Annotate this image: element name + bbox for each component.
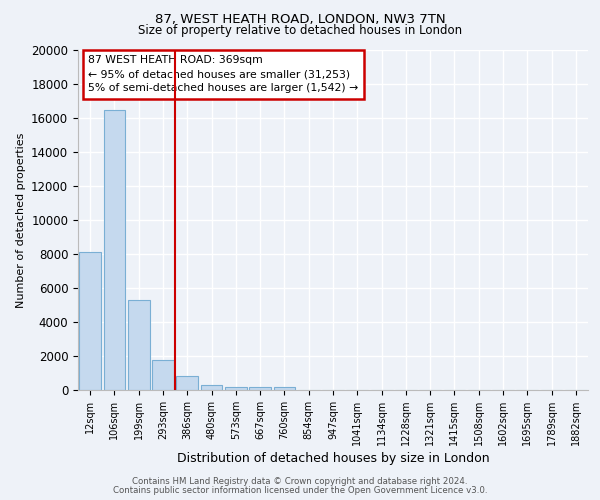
Bar xyxy=(274,386,295,390)
Y-axis label: Number of detached properties: Number of detached properties xyxy=(16,132,26,308)
Text: 87 WEST HEATH ROAD: 369sqm
← 95% of detached houses are smaller (31,253)
5% of s: 87 WEST HEATH ROAD: 369sqm ← 95% of deta… xyxy=(88,55,358,93)
Text: 87, WEST HEATH ROAD, LONDON, NW3 7TN: 87, WEST HEATH ROAD, LONDON, NW3 7TN xyxy=(155,12,445,26)
X-axis label: Distribution of detached houses by size in London: Distribution of detached houses by size … xyxy=(176,452,490,465)
Bar xyxy=(128,300,149,390)
Bar xyxy=(79,252,101,390)
Bar xyxy=(104,110,125,390)
Text: Contains public sector information licensed under the Open Government Licence v3: Contains public sector information licen… xyxy=(113,486,487,495)
Bar xyxy=(200,385,223,390)
Bar xyxy=(225,386,247,390)
Text: Contains HM Land Registry data © Crown copyright and database right 2024.: Contains HM Land Registry data © Crown c… xyxy=(132,477,468,486)
Bar xyxy=(176,376,198,390)
Bar xyxy=(249,388,271,390)
Text: Size of property relative to detached houses in London: Size of property relative to detached ho… xyxy=(138,24,462,37)
Bar xyxy=(152,360,174,390)
